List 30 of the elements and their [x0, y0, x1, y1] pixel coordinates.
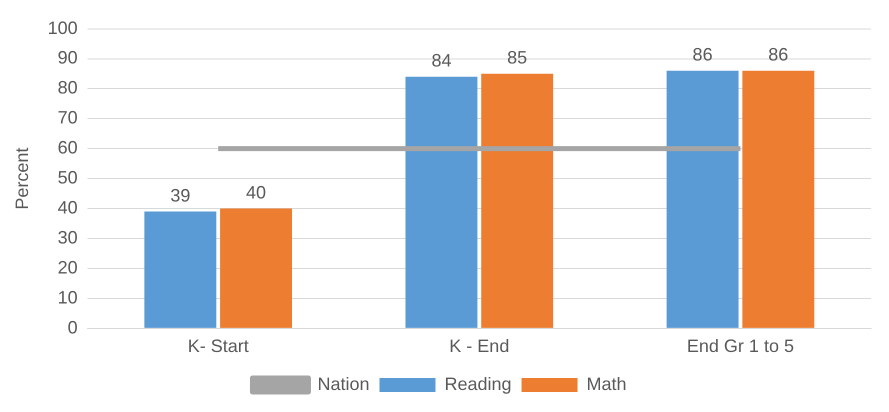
data-label: 86: [692, 44, 713, 65]
legend-label: Nation: [317, 374, 370, 394]
y-axis-title: Percent: [12, 148, 32, 210]
y-tick-label: 40: [58, 198, 78, 218]
data-label: 86: [768, 44, 788, 65]
y-tick-label: 30: [58, 227, 78, 248]
x-tick-label: End Gr 1 to 5: [686, 336, 794, 356]
bar: [666, 70, 739, 328]
y-tick-label: 80: [58, 78, 78, 98]
x-tick-label: K- Start: [188, 336, 249, 356]
data-label: 84: [431, 50, 452, 71]
y-tick-label: 0: [68, 317, 78, 338]
y-tick-label: 70: [58, 108, 78, 128]
y-tick-label: 20: [58, 257, 78, 278]
bar: [481, 74, 554, 328]
y-tick-label: 10: [58, 287, 78, 308]
legend-label: Reading: [444, 374, 512, 394]
x-tick-label: K - End: [449, 336, 510, 356]
legend-label: Math: [586, 374, 627, 394]
bar: [405, 76, 478, 328]
y-tick-label: 60: [58, 138, 78, 158]
y-tick-label: 50: [58, 168, 78, 188]
y-tick-label: 90: [58, 48, 78, 68]
bar: [144, 212, 216, 328]
bar: [742, 70, 814, 328]
y-tick-label: 100: [48, 18, 78, 38]
data-label: 39: [170, 186, 190, 206]
bar: [220, 208, 292, 328]
data-label: 40: [246, 182, 266, 203]
data-label: 85: [507, 48, 528, 68]
